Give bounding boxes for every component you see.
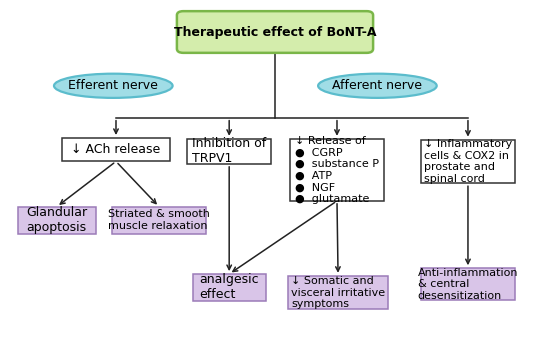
Text: Afferent nerve: Afferent nerve (332, 79, 422, 92)
Text: ↓ Somatic and
visceral irritative
symptoms: ↓ Somatic and visceral irritative sympto… (291, 276, 385, 309)
FancyBboxPatch shape (421, 140, 515, 183)
Text: Efferent nerve: Efferent nerve (68, 79, 158, 92)
FancyBboxPatch shape (177, 11, 373, 53)
Text: Inhibition of
TRPV1: Inhibition of TRPV1 (192, 137, 266, 165)
FancyBboxPatch shape (290, 139, 384, 201)
Ellipse shape (54, 74, 173, 98)
Text: ↓ Release of
●  CGRP
●  substance P
●  ATP
●  NGF
●  glutamate: ↓ Release of ● CGRP ● substance P ● ATP … (295, 136, 379, 204)
FancyBboxPatch shape (18, 207, 96, 234)
FancyBboxPatch shape (188, 139, 271, 164)
Text: Therapeutic effect of BoNT-A: Therapeutic effect of BoNT-A (174, 25, 376, 38)
FancyBboxPatch shape (288, 276, 388, 309)
FancyBboxPatch shape (62, 138, 170, 162)
FancyBboxPatch shape (112, 207, 206, 234)
Text: Anti-inflammation
& central
desensitization: Anti-inflammation & central desensitizat… (417, 268, 518, 301)
Ellipse shape (318, 74, 437, 98)
FancyBboxPatch shape (193, 274, 266, 301)
Text: ↓ Inflammatory
cells & COX2 in
prostate and
spinal cord: ↓ Inflammatory cells & COX2 in prostate … (424, 139, 512, 184)
FancyBboxPatch shape (421, 268, 515, 300)
Text: analgesic
effect: analgesic effect (199, 273, 259, 301)
Text: ↓ ACh release: ↓ ACh release (72, 143, 161, 156)
Text: Glandular
apoptosis: Glandular apoptosis (26, 206, 87, 234)
Text: Striated & smooth
muscle relaxation: Striated & smooth muscle relaxation (108, 210, 210, 231)
